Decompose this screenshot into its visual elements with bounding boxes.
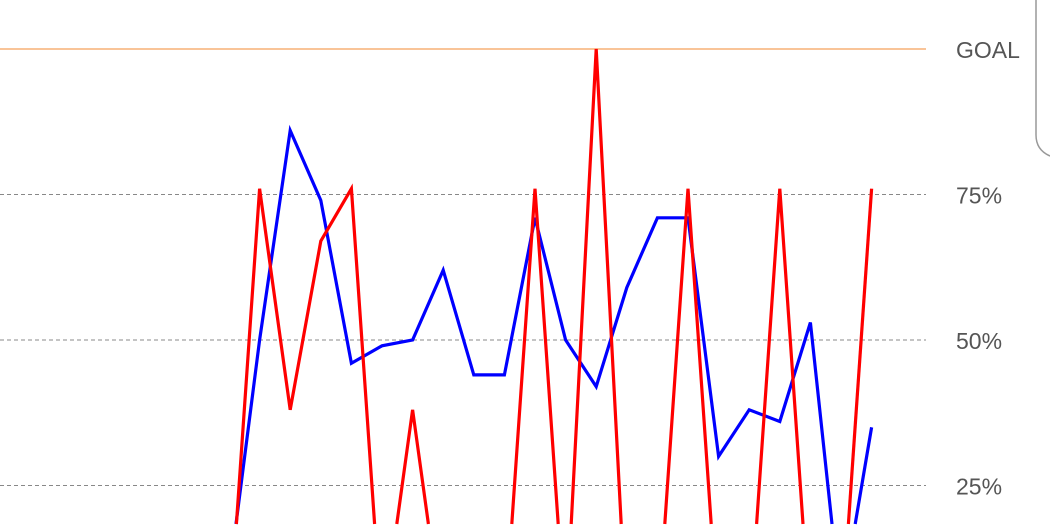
y-tick-label: 75%: [956, 183, 1002, 209]
y-tick-label: 50%: [956, 328, 1002, 354]
goal-label: GOAL: [956, 37, 1020, 63]
card-border: [1035, 0, 1050, 157]
series-line-0: [853, 427, 874, 525]
series-line-1: [395, 409, 430, 525]
series-line-1: [234, 183, 377, 525]
series-line-1: [569, 48, 623, 525]
series-line-1: [846, 188, 874, 525]
y-tick-label: 25%: [956, 474, 1002, 500]
series-line-1: [755, 188, 805, 525]
series-line-1: [510, 188, 560, 525]
